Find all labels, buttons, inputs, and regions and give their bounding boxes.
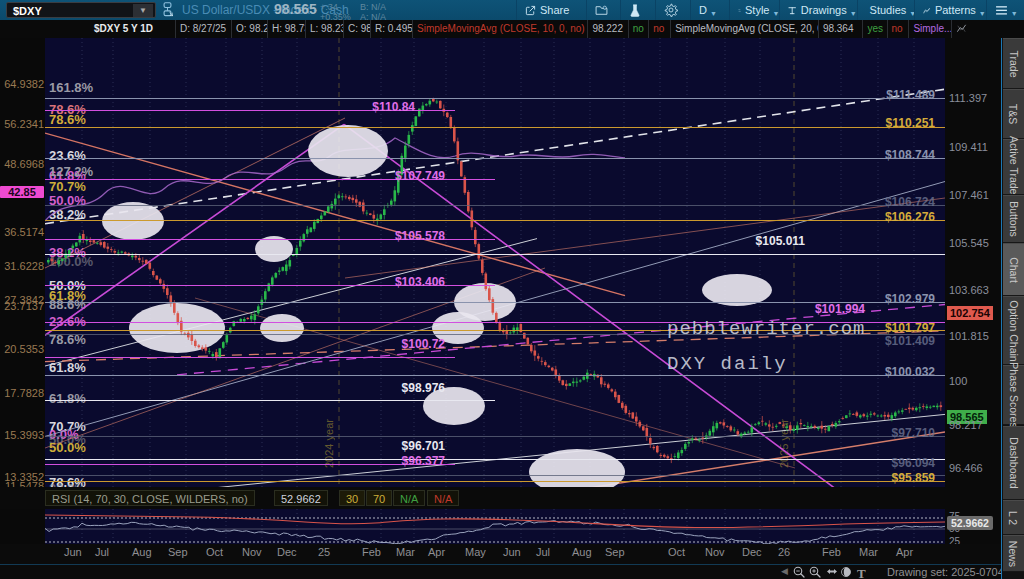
svg-text:2025 year: 2025 year [778, 419, 790, 468]
